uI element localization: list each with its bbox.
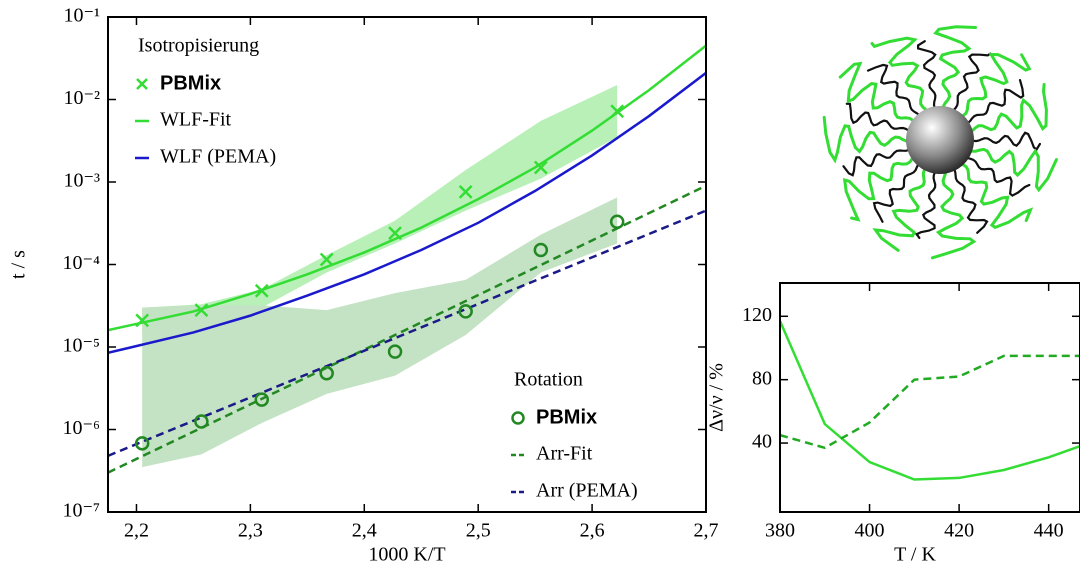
y-tick-label: 120	[742, 304, 772, 326]
polymer-chain	[964, 78, 1025, 126]
y-tick-label: 10⁻⁷	[62, 500, 100, 522]
polymer-chain	[963, 155, 1031, 197]
x-tick-label: 380	[765, 520, 795, 542]
y-axis-label: t / s	[8, 250, 30, 279]
marker	[388, 226, 402, 241]
polymer-chain	[950, 52, 992, 114]
polymer-chain	[822, 115, 912, 164]
marker	[387, 344, 403, 359]
x-tick-label: 2,3	[238, 520, 263, 542]
x-tick-label: 2,5	[466, 520, 491, 542]
polymer-chain	[958, 52, 1032, 119]
polymer-chain	[872, 165, 929, 252]
polymer-chain	[872, 161, 921, 223]
x-tick-label: 2,6	[580, 520, 605, 542]
legend-title: Isotropisierung	[138, 35, 259, 57]
polymer-chain	[951, 166, 989, 234]
y-tick-label: 80	[752, 367, 772, 389]
frame	[779, 282, 1080, 513]
y-tick-label: 10⁻⁶	[62, 417, 100, 439]
y-tick-label: 10⁻⁴	[62, 252, 100, 274]
polymer-chain	[930, 168, 977, 260]
polymer-chain	[967, 83, 1048, 135]
polymer-chain	[958, 161, 1034, 230]
marker	[319, 252, 334, 267]
y-axis-label: Δν/ν / %	[706, 363, 728, 432]
x-tick-label: 2,7	[694, 520, 719, 542]
legend-label: WLF (PEMA)	[160, 146, 276, 168]
x-tick-label: 2,2	[124, 520, 149, 542]
x-tick-label: 420	[944, 520, 974, 542]
legend-title: Rotation	[514, 369, 583, 391]
legend-label: PBMix	[536, 406, 597, 428]
y-tick-label: 10⁻¹	[63, 5, 100, 27]
marker	[533, 160, 548, 175]
x-axis-label: 1000 K/T	[368, 544, 445, 566]
y-tick-label: 40	[752, 431, 772, 453]
plot: 2,2 2,3 2,4 2,5 2,6 2,7 10⁻⁷ 10⁻⁶ 10⁻⁵ 10⁻⁴ 10⁻³ 10…	[8, 5, 719, 566]
plot-area	[780, 320, 1080, 481]
marker	[194, 303, 209, 317]
marker	[533, 242, 549, 258]
line	[108, 209, 706, 457]
plot: 380 400 420 440 40 80 120 T / K Δν/ν / %	[706, 282, 1080, 566]
legend-swatch	[136, 78, 148, 90]
x-tick-label: 400	[855, 520, 885, 542]
marker	[254, 392, 270, 407]
y-tick-label: 10⁻²	[63, 87, 100, 109]
nanoparticle	[906, 106, 974, 174]
polymer-chain	[933, 25, 977, 112]
line	[780, 320, 1080, 481]
marker	[134, 436, 150, 451]
y-tick-label: 10⁻⁵	[62, 335, 100, 357]
polymer-chain	[842, 147, 913, 177]
marker	[319, 366, 334, 381]
legend-label: WLF-Fit	[160, 109, 232, 131]
marker	[609, 214, 625, 229]
line	[108, 71, 706, 355]
polymer-chain	[870, 36, 930, 114]
micelle-illustration	[822, 25, 1058, 260]
x-tick-label: 440	[1034, 520, 1064, 542]
marker	[458, 184, 473, 199]
polymer-chain	[916, 40, 937, 112]
polymer-chain	[914, 168, 938, 239]
marker	[254, 283, 269, 298]
legend-label: Arr (PEMA)	[536, 480, 638, 502]
polymer-chain	[866, 63, 923, 119]
polymer-chain	[968, 131, 1042, 151]
x-axis-label: T / K	[894, 544, 936, 566]
polymer-chain	[966, 147, 1058, 193]
marker	[135, 313, 150, 328]
marker	[458, 304, 473, 319]
legend-label: Arr-Fit	[536, 443, 593, 465]
line	[780, 354, 1080, 450]
marker	[194, 414, 209, 429]
x-tick-label: 2,4	[352, 520, 377, 542]
legend-swatch	[511, 411, 525, 425]
polymer-chain	[838, 61, 917, 125]
polymer-chain	[842, 154, 916, 222]
legend-label: PBMix	[160, 72, 221, 94]
polymer-chain	[845, 102, 913, 133]
y-tick-label: 10⁻³	[63, 170, 100, 192]
marker	[610, 104, 625, 119]
